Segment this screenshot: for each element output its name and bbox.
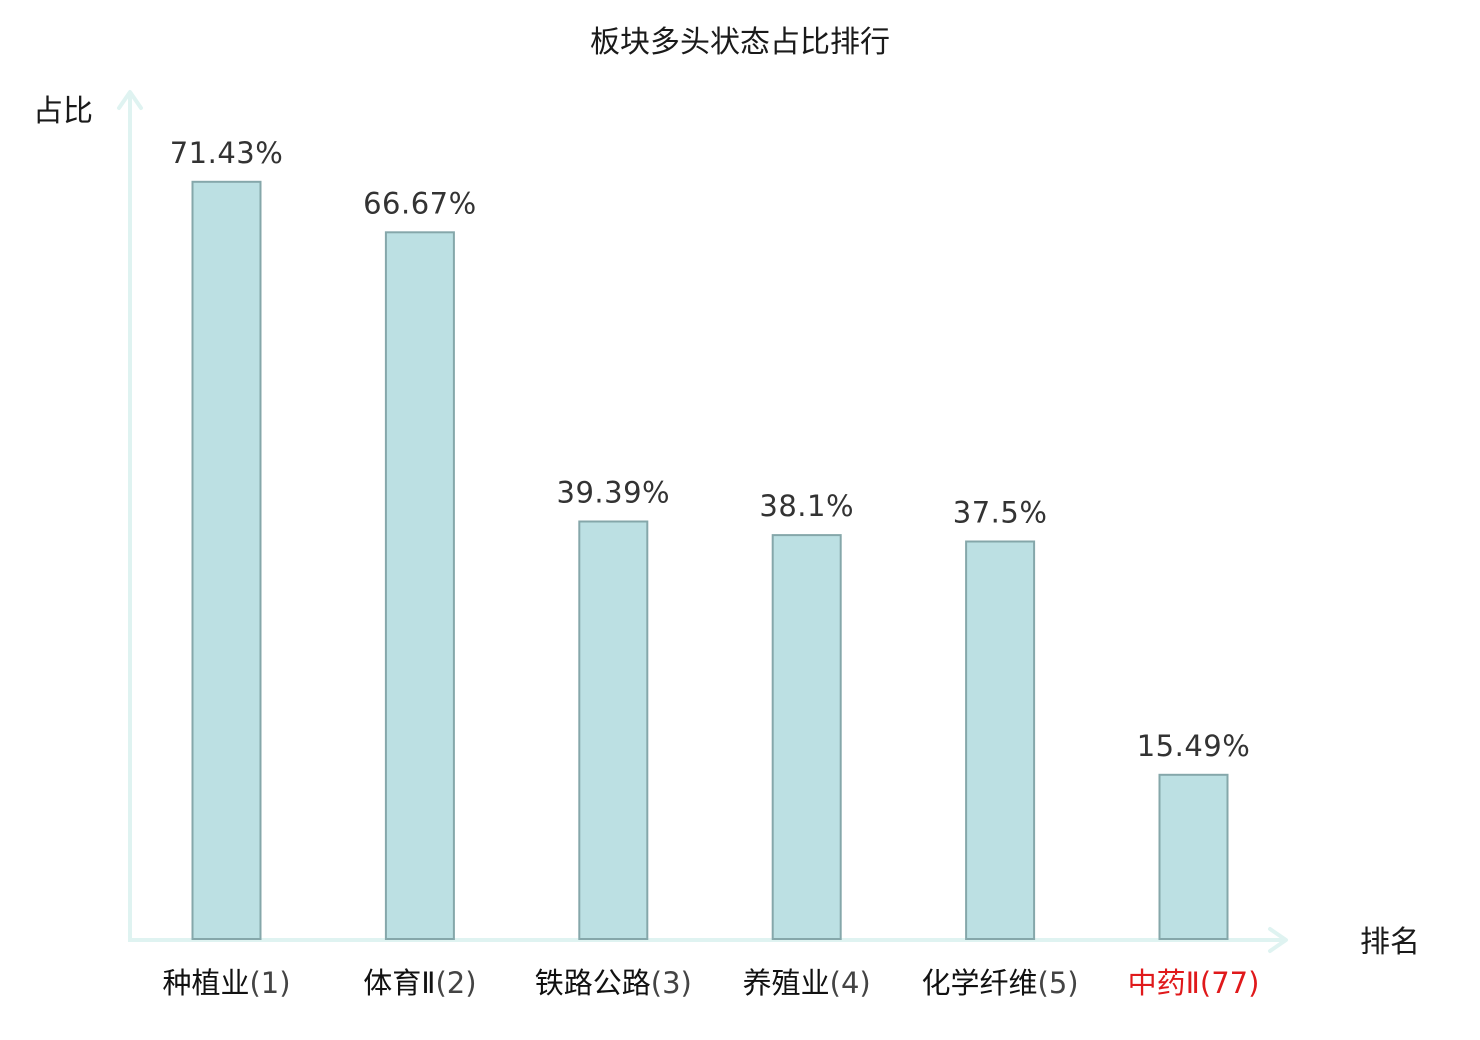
category-labels-group: 种植业(1) 体育Ⅱ(2) 铁路公路(3) 养殖业(4) 化学纤维(5) 中药Ⅱ(77)	[162, 966, 1259, 1000]
category-label-3: 铁路公路(3)	[535, 966, 692, 1000]
category-label-2: 体育Ⅱ(2)	[363, 966, 476, 1000]
category-rank: (5)	[1038, 966, 1079, 1000]
bar-2	[384, 231, 455, 941]
value-label-5: 37.5%	[953, 496, 1048, 530]
bar-4	[771, 534, 842, 940]
category-name: 化学纤维	[922, 966, 1038, 1000]
bar-1	[191, 180, 262, 941]
value-label-4: 38.1%	[759, 489, 854, 523]
chart-title: 板块多头状态占比排行	[590, 25, 890, 60]
x-axis-arrow	[1268, 927, 1288, 953]
category-name: 中药Ⅱ	[1128, 966, 1200, 1000]
category-rank: (1)	[249, 966, 290, 1000]
bar-6	[1158, 773, 1229, 940]
bars-group	[191, 180, 1229, 941]
category-rank: (3)	[651, 966, 692, 1000]
bar-5	[965, 540, 1036, 940]
category-label-5: 化学纤维(5)	[922, 966, 1079, 1000]
value-label-6: 15.49%	[1137, 729, 1251, 763]
category-rank: (4)	[830, 966, 871, 1000]
value-labels-group: 71.43% 66.67% 39.39% 38.1% 37.5% 15.49%	[170, 136, 1251, 763]
category-label-1: 种植业(1)	[162, 966, 290, 1000]
value-label-3: 39.39%	[557, 476, 671, 510]
y-axis-title: 占比	[33, 94, 93, 129]
value-label-1: 71.43%	[170, 136, 284, 170]
value-label-2: 66.67%	[363, 186, 477, 220]
x-axis-title: 排名	[1360, 925, 1420, 960]
category-name: 养殖业	[743, 966, 830, 1000]
bar-3	[578, 520, 649, 940]
category-name: 种植业	[162, 966, 249, 1000]
category-name: 铁路公路	[535, 966, 651, 1000]
y-axis-arrow	[117, 90, 143, 110]
axes	[117, 90, 1288, 953]
category-label-4: 养殖业(4)	[743, 966, 871, 1000]
category-name: 体育Ⅱ	[363, 966, 435, 1000]
category-label-6: 中药Ⅱ(77)	[1128, 966, 1260, 1000]
category-rank: (2)	[435, 966, 476, 1000]
category-rank: (77)	[1200, 966, 1260, 1000]
